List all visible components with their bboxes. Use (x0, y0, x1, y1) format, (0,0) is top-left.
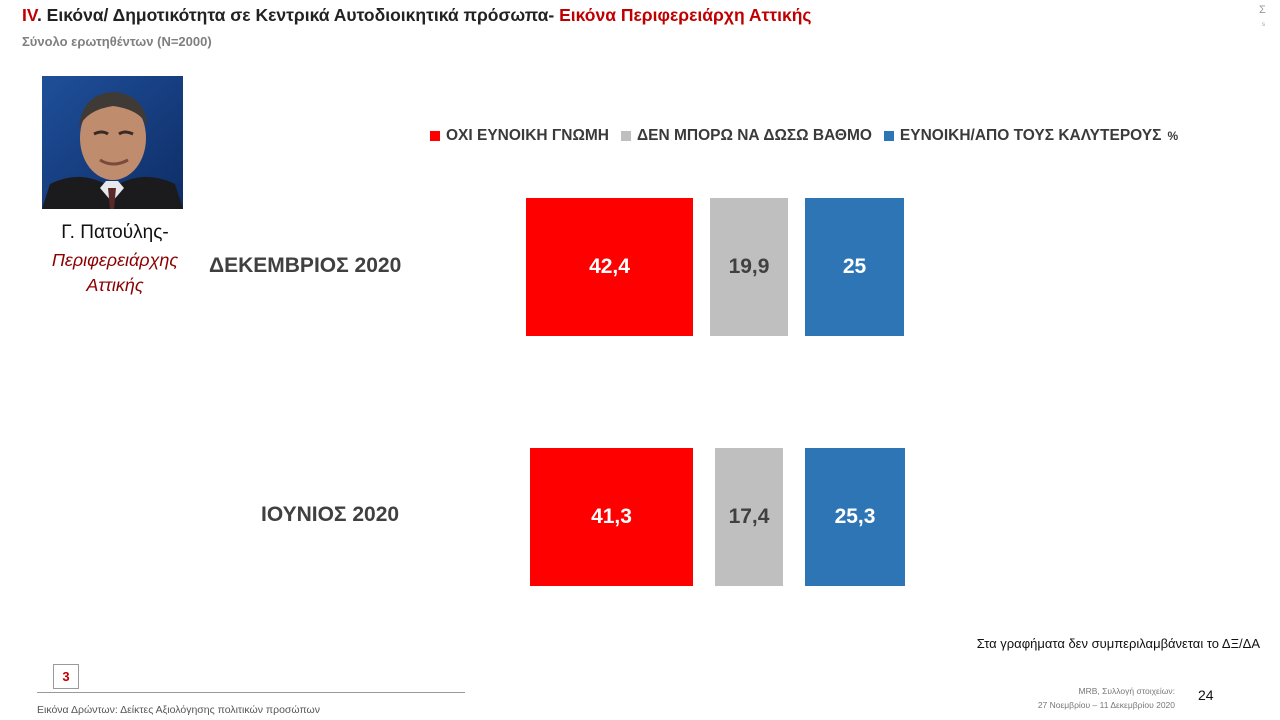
slide-title: IV. Εικόνα/ Δημοτικότητα σε Κεντρικά Αυτ… (22, 5, 812, 26)
title-accent: Εικόνα Περιφερειάρχη Αττικής (559, 5, 812, 25)
footer-divider (37, 692, 465, 693)
bar-label-june-unfavorable: 41,3 (591, 505, 632, 528)
legend-label-no-rating: ΔΕΝ ΜΠΟΡΩ ΝΑ ΔΩΣΩ ΒΑΘΜΟ (636, 127, 872, 144)
page-number: 24 (1198, 687, 1214, 703)
title-main: . Εικόνα/ Δημοτικότητα σε Κεντρικά Αυτοδ… (36, 5, 560, 25)
legend-swatch-favorable (883, 131, 894, 141)
row-label-december-2020: ΔΕΚΕΜΒΡΙΟΣ 2020 (209, 254, 402, 277)
person-role-line-1: Περιφερειάρχης (51, 250, 179, 270)
bar-december-favorable: 25 (805, 198, 904, 336)
legend-label-unfavorable: ΟΧΙ ΕΥΝΟΙΚΗ ΓΝΩΜΗ (446, 127, 609, 144)
title-roman-numeral: IV (22, 5, 37, 25)
row-label-june-2020: ΙΟΥΝΙΟΣ 2020 (261, 503, 400, 526)
legend-swatch-unfavorable (430, 131, 440, 141)
bar-label-december-no-rating: 19,9 (728, 255, 770, 278)
legend-unit: % (1167, 129, 1179, 143)
bar-june-favorable: 25,3 (805, 448, 905, 586)
bar-label-june-no-rating: 17,4 (728, 505, 770, 528)
legend-item-unfavorable: ΟΧΙ ΕΥΝΟΙΚΗ ΓΝΩΜΗ (430, 127, 609, 145)
legend-item-favorable: ΕΥΝΟΙΚΗ/ΑΠΟ ΤΟΥΣ ΚΑΛΥΤΕΡΟΥΣ (883, 127, 1162, 145)
bar-label-june-favorable: 25,3 (834, 505, 876, 528)
person-name: Γ. Πατούλης- (61, 222, 169, 243)
chart-footnote: Στα γραφήματα δεν συμπεριλαμβάνεται το Δ… (976, 636, 1260, 651)
footer-source-line-2: 27 Νοεμβρίου – 11 Δεκεμβρίου 2020 (1037, 700, 1175, 710)
bar-december-unfavorable: 42,4 (526, 198, 693, 336)
bar-june-unfavorable: 41,3 (530, 448, 693, 586)
bar-december-no-rating: 19,9 (710, 198, 788, 336)
footer-source: MRB, Συλλογή στοιχείων: 27 Νοεμβρίου – 1… (985, 684, 1175, 712)
bar-label-december-unfavorable: 42,4 (589, 255, 630, 278)
corner-logo-mark: Σ (1259, 4, 1266, 16)
person-photo (42, 76, 183, 209)
chart-legend: ΟΧΙ ΕΥΝΟΙΚΗ ΓΝΩΜΗ ΔΕΝ ΜΠΟΡΩ ΝΑ ΔΩΣΩ ΒΑΘΜ… (430, 127, 1178, 145)
section-number-box: 3 (53, 664, 79, 689)
person-role-line-2: Αττικής (86, 275, 144, 295)
footer-source-line-1: MRB, Συλλογή στοιχείων: (1078, 686, 1175, 696)
footer-section-title: Εικόνα Δρώντων: Δείκτες Αξιολόγησης πολι… (37, 704, 321, 716)
section-number: 3 (62, 669, 70, 684)
corner-logo-sub: s (1262, 22, 1265, 28)
person-role: Περιφερειάρχης Αττικής (20, 248, 210, 298)
bar-june-no-rating: 17,4 (715, 448, 783, 586)
legend-swatch-no-rating (620, 131, 631, 141)
legend-label-favorable: ΕΥΝΟΙΚΗ/ΑΠΟ ΤΟΥΣ ΚΑΛΥΤΕΡΟΥΣ (899, 127, 1162, 144)
legend-item-no-rating: ΔΕΝ ΜΠΟΡΩ ΝΑ ΔΩΣΩ ΒΑΘΜΟ (620, 127, 872, 145)
bar-label-december-favorable: 25 (842, 255, 867, 278)
slide-subtitle: Σύνολο ερωτηθέντων (N=2000) (22, 34, 212, 49)
